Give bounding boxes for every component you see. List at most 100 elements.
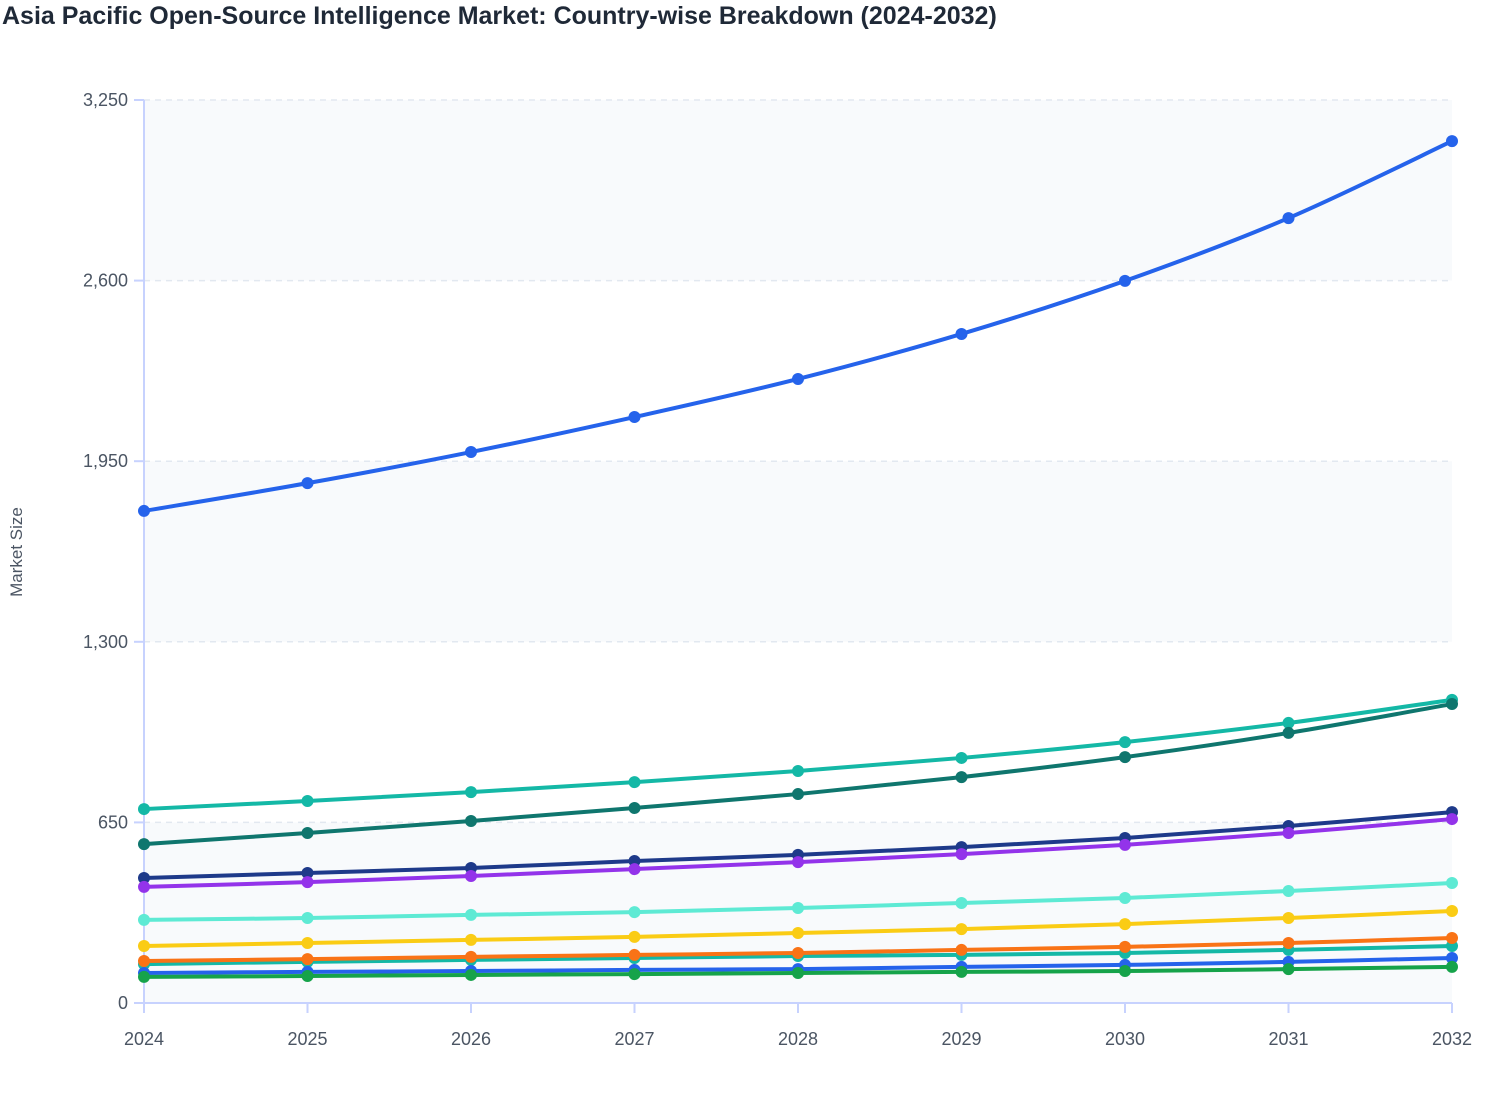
data-point	[955, 751, 968, 764]
data-point	[1282, 963, 1295, 976]
data-point	[138, 913, 150, 926]
data-point	[955, 965, 968, 978]
data-point	[628, 948, 641, 961]
series-0	[138, 135, 1458, 517]
data-point	[301, 953, 314, 966]
data-point	[465, 968, 477, 981]
data-point	[1119, 751, 1131, 764]
y-tick-label: 1,950	[83, 451, 128, 471]
series-8	[138, 931, 1458, 968]
data-point	[792, 946, 804, 959]
data-point	[301, 936, 314, 949]
data-point	[955, 943, 968, 956]
y-tick-label: 1,300	[83, 632, 128, 652]
data-point	[628, 930, 641, 943]
data-point	[465, 786, 477, 799]
x-tick-label: 2026	[451, 1029, 491, 1049]
data-point	[1282, 726, 1295, 739]
data-point	[628, 801, 641, 814]
data-point	[301, 911, 314, 924]
data-point	[955, 896, 968, 909]
data-point	[1119, 918, 1131, 931]
x-tick-label: 2029	[941, 1029, 981, 1049]
data-point	[465, 933, 477, 946]
data-point	[1119, 736, 1131, 749]
data-point	[1282, 885, 1295, 898]
data-point	[1282, 911, 1295, 924]
data-point	[1446, 905, 1458, 918]
y-tick-label: 650	[98, 812, 128, 832]
data-point	[1119, 965, 1131, 978]
data-point	[138, 871, 150, 884]
data-point	[301, 876, 314, 889]
data-point	[792, 901, 804, 914]
data-point	[955, 327, 968, 340]
data-point	[628, 411, 641, 424]
data-point	[1446, 135, 1458, 148]
y-tick-label: 3,250	[83, 90, 128, 110]
data-point	[301, 826, 314, 839]
data-point	[1119, 274, 1131, 287]
data-point	[301, 795, 314, 808]
series-4	[138, 813, 1458, 893]
x-tick-label: 2030	[1105, 1029, 1145, 1049]
data-point	[1446, 960, 1458, 973]
x-tick-label: 2032	[1432, 1029, 1472, 1049]
data-point	[465, 870, 477, 883]
data-point	[628, 863, 641, 876]
data-point	[465, 815, 477, 828]
data-point	[465, 908, 477, 921]
plot-band	[144, 461, 1452, 642]
data-point	[138, 504, 150, 517]
data-point	[628, 776, 641, 789]
data-point	[138, 955, 150, 968]
x-tick-label: 2031	[1268, 1029, 1308, 1049]
data-point	[955, 923, 968, 936]
data-point	[955, 771, 968, 784]
data-point	[301, 970, 314, 983]
data-point	[792, 966, 804, 979]
data-point	[1446, 931, 1458, 944]
y-tick-label: 2,600	[83, 271, 128, 291]
data-point	[1446, 876, 1458, 889]
y-tick-label: 0	[118, 993, 128, 1013]
data-point	[1282, 826, 1295, 839]
series-5	[138, 876, 1458, 926]
y-axis-label: Market Size	[7, 507, 26, 597]
data-point	[1446, 813, 1458, 826]
x-tick-label: 2028	[778, 1029, 818, 1049]
data-point	[138, 940, 150, 953]
data-point	[1282, 716, 1295, 729]
data-point	[301, 866, 314, 879]
data-point	[301, 477, 314, 490]
data-point	[1119, 838, 1131, 851]
series-line	[142, 139, 1454, 513]
plot-band	[144, 100, 1452, 281]
series-1	[138, 693, 1458, 816]
data-point	[1282, 212, 1295, 225]
data-point	[138, 803, 150, 816]
data-point	[138, 838, 150, 851]
series-6	[138, 905, 1458, 953]
data-point	[792, 926, 804, 939]
data-point	[792, 372, 804, 385]
data-point	[1119, 891, 1131, 904]
data-point	[1446, 951, 1458, 964]
data-point	[1119, 940, 1131, 953]
data-point	[465, 446, 477, 459]
data-point	[792, 764, 804, 777]
data-point	[628, 968, 641, 981]
x-tick-label: 2024	[124, 1029, 164, 1049]
data-point	[138, 970, 150, 983]
data-point	[792, 788, 804, 801]
data-point	[1282, 936, 1295, 949]
data-point	[465, 950, 477, 963]
series-10	[138, 960, 1458, 983]
data-point	[1446, 698, 1458, 711]
data-point	[792, 856, 804, 869]
data-point	[628, 906, 641, 919]
x-tick-label: 2025	[287, 1029, 327, 1049]
data-point	[138, 880, 150, 893]
x-tick-label: 2027	[614, 1029, 654, 1049]
